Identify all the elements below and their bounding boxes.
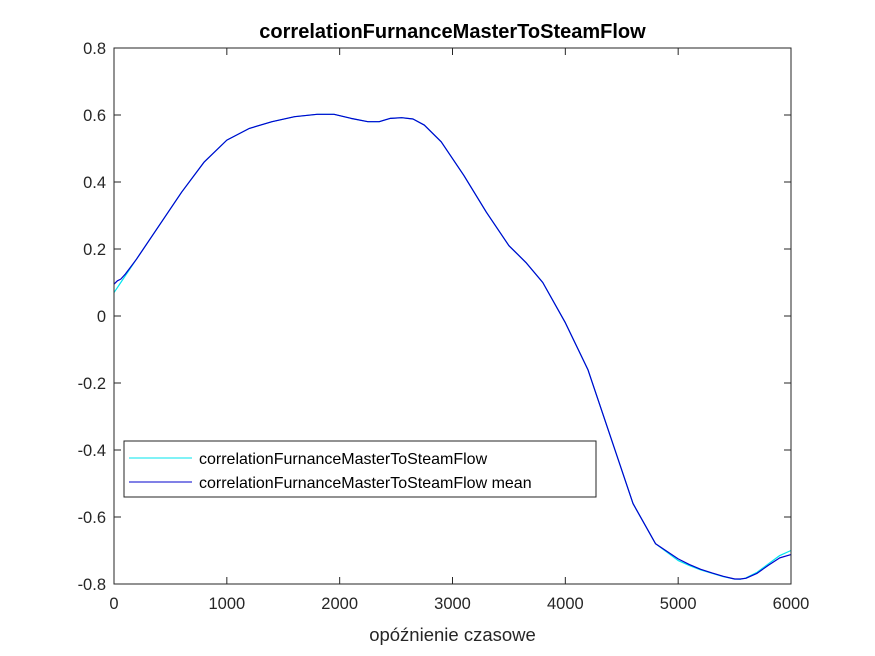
y-tick-label: -0.6 [78, 509, 106, 527]
x-tick-label: 3000 [434, 595, 471, 613]
series-line-correlation-mean [113, 113, 792, 580]
x-tick-label: 1000 [208, 595, 245, 613]
chart-title: correlationFurnanceMasterToSteamFlow [259, 21, 646, 43]
ticks-layer: 0 1000 2000 3000 4000 5000 6000 -0.8 -0.6 -0.4 -0.… [78, 40, 810, 613]
legend-label-correlation: correlationFurnanceMasterToSteamFlow [199, 451, 488, 468]
series-layer [113, 113, 792, 580]
y-tick-label: -0.4 [78, 442, 106, 460]
y-tick-label: 0.8 [83, 40, 106, 58]
y-tick-label: 0 [97, 308, 106, 326]
x-tick-label: 2000 [321, 595, 358, 613]
x-tick-label: 4000 [547, 595, 584, 613]
y-tick-label: 0.2 [83, 241, 106, 259]
legend-box [123, 440, 597, 498]
y-tick-label: 0.4 [83, 174, 106, 192]
x-tick-label: 0 [109, 595, 118, 613]
y-tick-label: -0.2 [78, 375, 106, 393]
legend-label-correlation-mean: correlationFurnanceMasterToSteamFlow mea… [199, 475, 532, 492]
x-tick-label: 6000 [773, 595, 810, 613]
x-axis-label: opóźnienie czasowe [369, 624, 536, 645]
legend: correlationFurnanceMasterToSteamFlow cor… [123, 440, 597, 498]
x-tick-label: 5000 [660, 595, 697, 613]
y-tick-label: 0.6 [83, 107, 106, 125]
y-tick-label: -0.8 [78, 576, 106, 594]
plot-area [114, 48, 791, 584]
